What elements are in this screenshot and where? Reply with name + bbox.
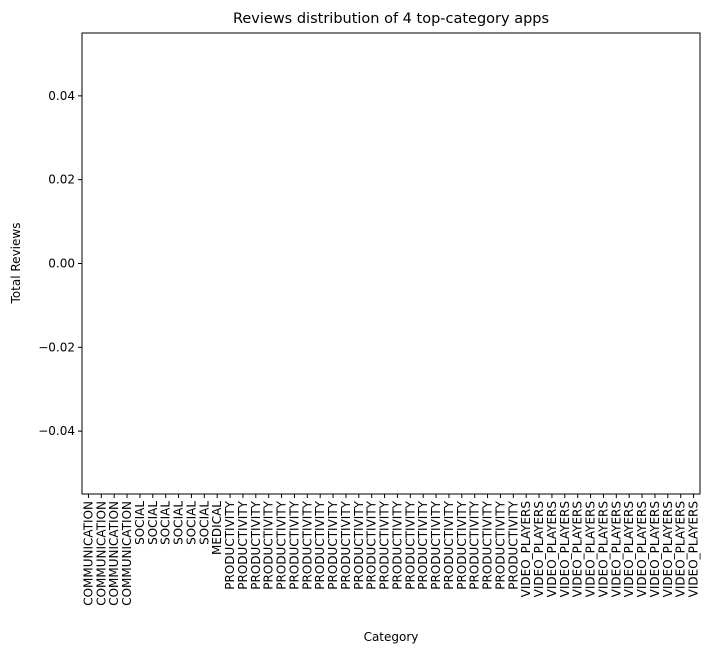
x-tick-label: COMMUNICATION xyxy=(107,501,121,606)
x-tick-label: VIDEO_PLAYERS xyxy=(687,501,701,597)
x-tick-label: VIDEO_PLAYERS xyxy=(648,501,662,597)
x-tick-label: VIDEO_PLAYERS xyxy=(519,501,533,597)
y-tick-label: 0.04 xyxy=(48,89,75,103)
x-tick-label: VIDEO_PLAYERS xyxy=(674,501,688,597)
y-axis-label: Total Reviews xyxy=(9,223,23,305)
x-tick-label: PRODUCTIVITY xyxy=(468,500,482,589)
x-tick-label: PRODUCTIVITY xyxy=(300,500,314,589)
x-tick-label: PRODUCTIVITY xyxy=(236,500,250,589)
x-tick-label: PRODUCTIVITY xyxy=(249,500,263,589)
x-tick-label: VIDEO_PLAYERS xyxy=(661,501,675,597)
x-tick-label: COMMUNICATION xyxy=(94,501,108,606)
x-tick-label: COMMUNICATION xyxy=(120,501,134,606)
x-tick-label: PRODUCTIVITY xyxy=(403,500,417,589)
x-tick-label: VIDEO_PLAYERS xyxy=(609,501,623,597)
x-tick-label: COMMUNICATION xyxy=(81,501,95,606)
x-tick-label: PRODUCTIVITY xyxy=(223,500,237,589)
x-tick-label: PRODUCTIVITY xyxy=(275,500,289,589)
x-tick-label: VIDEO_PLAYERS xyxy=(584,501,598,597)
x-tick-label: PRODUCTIVITY xyxy=(365,500,379,589)
x-tick-label: SOCIAL xyxy=(159,501,173,545)
x-axis-label: Category xyxy=(364,630,419,644)
x-tick-label: VIDEO_PLAYERS xyxy=(558,501,572,597)
x-tick-label: PRODUCTIVITY xyxy=(262,500,276,589)
x-tick-label: PRODUCTIVITY xyxy=(416,500,430,589)
y-tick-label: −0.02 xyxy=(38,340,75,354)
x-tick-label: MEDICAL xyxy=(210,501,224,555)
x-tick-label: PRODUCTIVITY xyxy=(313,500,327,589)
x-tick-label: PRODUCTIVITY xyxy=(378,500,392,589)
x-tick-label: VIDEO_PLAYERS xyxy=(622,501,636,597)
x-tick-label: VIDEO_PLAYERS xyxy=(635,501,649,597)
x-tick-label: SOCIAL xyxy=(197,501,211,545)
x-tick-label: VIDEO_PLAYERS xyxy=(571,501,585,597)
x-tick-label: PRODUCTIVITY xyxy=(287,500,301,589)
y-tick-label: 0.00 xyxy=(48,257,75,271)
x-tick-label: VIDEO_PLAYERS xyxy=(532,501,546,597)
x-tick-label: PRODUCTIVITY xyxy=(390,500,404,589)
x-tick-label: PRODUCTIVITY xyxy=(429,500,443,589)
chart-title: Reviews distribution of 4 top-category a… xyxy=(233,11,549,27)
x-tick-label: PRODUCTIVITY xyxy=(455,500,469,589)
x-tick-label: PRODUCTIVITY xyxy=(481,500,495,589)
x-tick-label: SOCIAL xyxy=(146,501,160,545)
plot-frame xyxy=(81,32,701,495)
y-tick-label: 0.02 xyxy=(48,173,75,187)
x-tick-label: PRODUCTIVITY xyxy=(506,500,520,589)
x-tick-label: SOCIAL xyxy=(133,501,147,545)
x-tick-label: SOCIAL xyxy=(184,501,198,545)
x-tick-label: PRODUCTIVITY xyxy=(493,500,507,589)
x-tick-label: VIDEO_PLAYERS xyxy=(545,501,559,597)
x-tick-label: PRODUCTIVITY xyxy=(326,500,340,589)
x-tick-label: VIDEO_PLAYERS xyxy=(596,501,610,597)
x-tick-label: PRODUCTIVITY xyxy=(442,500,456,589)
x-tick-label: SOCIAL xyxy=(172,501,186,545)
x-tick-label: PRODUCTIVITY xyxy=(339,500,353,589)
y-tick-label: −0.04 xyxy=(38,424,75,438)
x-tick-label: PRODUCTIVITY xyxy=(352,500,366,589)
